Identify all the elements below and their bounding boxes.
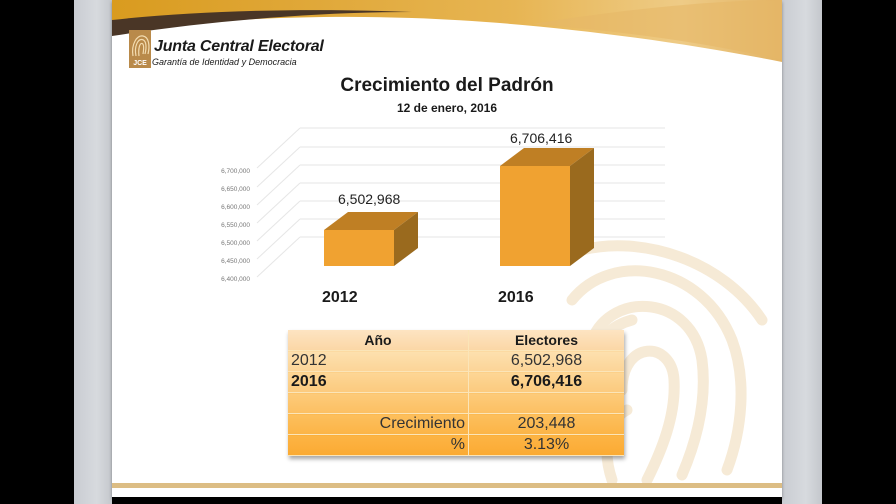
cell-year: 2012 — [288, 350, 469, 372]
table-row: 2012 6,502,968 — [288, 350, 624, 372]
footer-divider — [112, 483, 782, 488]
cell-electors: 6,706,416 — [468, 371, 624, 393]
header-banner — [112, 0, 782, 62]
right-window-gutter — [782, 0, 822, 504]
column-header-electors: Electores — [468, 330, 624, 351]
electors-table: Año Electores 2012 6,502,968 2016 6,706,… — [288, 330, 624, 456]
y-tick: 6,550,000 — [221, 222, 250, 229]
column-header-year: Año — [288, 330, 469, 351]
svg-text:JCE: JCE — [133, 60, 147, 67]
chart-subtitle: 12 de enero, 2016 — [396, 101, 498, 115]
cell-growth-value: 203,448 — [468, 413, 624, 435]
y-tick: 6,500,000 — [221, 240, 250, 247]
cell-year: 2016 — [288, 371, 469, 393]
table-row-growth: Crecimiento 203,448 — [288, 413, 624, 435]
cell-percent-label: % — [288, 434, 469, 456]
left-window-gutter — [74, 0, 112, 504]
y-tick: 6,600,000 — [221, 204, 250, 211]
table-row: 2016 6,706,416 — [288, 371, 624, 393]
category-label-2016: 2016 — [498, 289, 534, 306]
category-label-2012: 2012 — [322, 289, 358, 306]
cell-electors: 6,502,968 — [468, 350, 624, 372]
bar-chart-3d — [256, 127, 665, 278]
organization-name: Junta Central Electoral — [154, 38, 324, 55]
cell-empty — [468, 392, 624, 414]
table-row-percent: % 3.13% — [288, 434, 624, 456]
y-tick: 6,650,000 — [221, 186, 250, 193]
chart-title: Crecimiento del Padrón — [340, 75, 554, 96]
y-tick: 6,450,000 — [221, 258, 250, 265]
cell-percent-value: 3.13% — [468, 434, 624, 456]
bar-value-label-2012: 6,502,968 — [338, 191, 401, 207]
presentation-slide: JCE Junta Central Electoral Garantía de … — [112, 0, 782, 497]
organization-tagline: Garantía de Identidad y Democracia — [152, 57, 297, 67]
cell-empty — [288, 392, 469, 414]
y-tick: 6,400,000 — [221, 276, 250, 283]
table-header-row: Año Electores — [288, 330, 624, 351]
cell-growth-label: Crecimiento — [288, 413, 469, 435]
bar-value-label-2016: 6,706,416 — [510, 130, 573, 146]
bar-2016 — [500, 148, 594, 266]
bar-2012 — [324, 212, 418, 266]
jce-logo-icon: JCE — [129, 30, 151, 68]
table-row-empty — [288, 392, 624, 414]
y-tick: 6,700,000 — [221, 168, 250, 175]
